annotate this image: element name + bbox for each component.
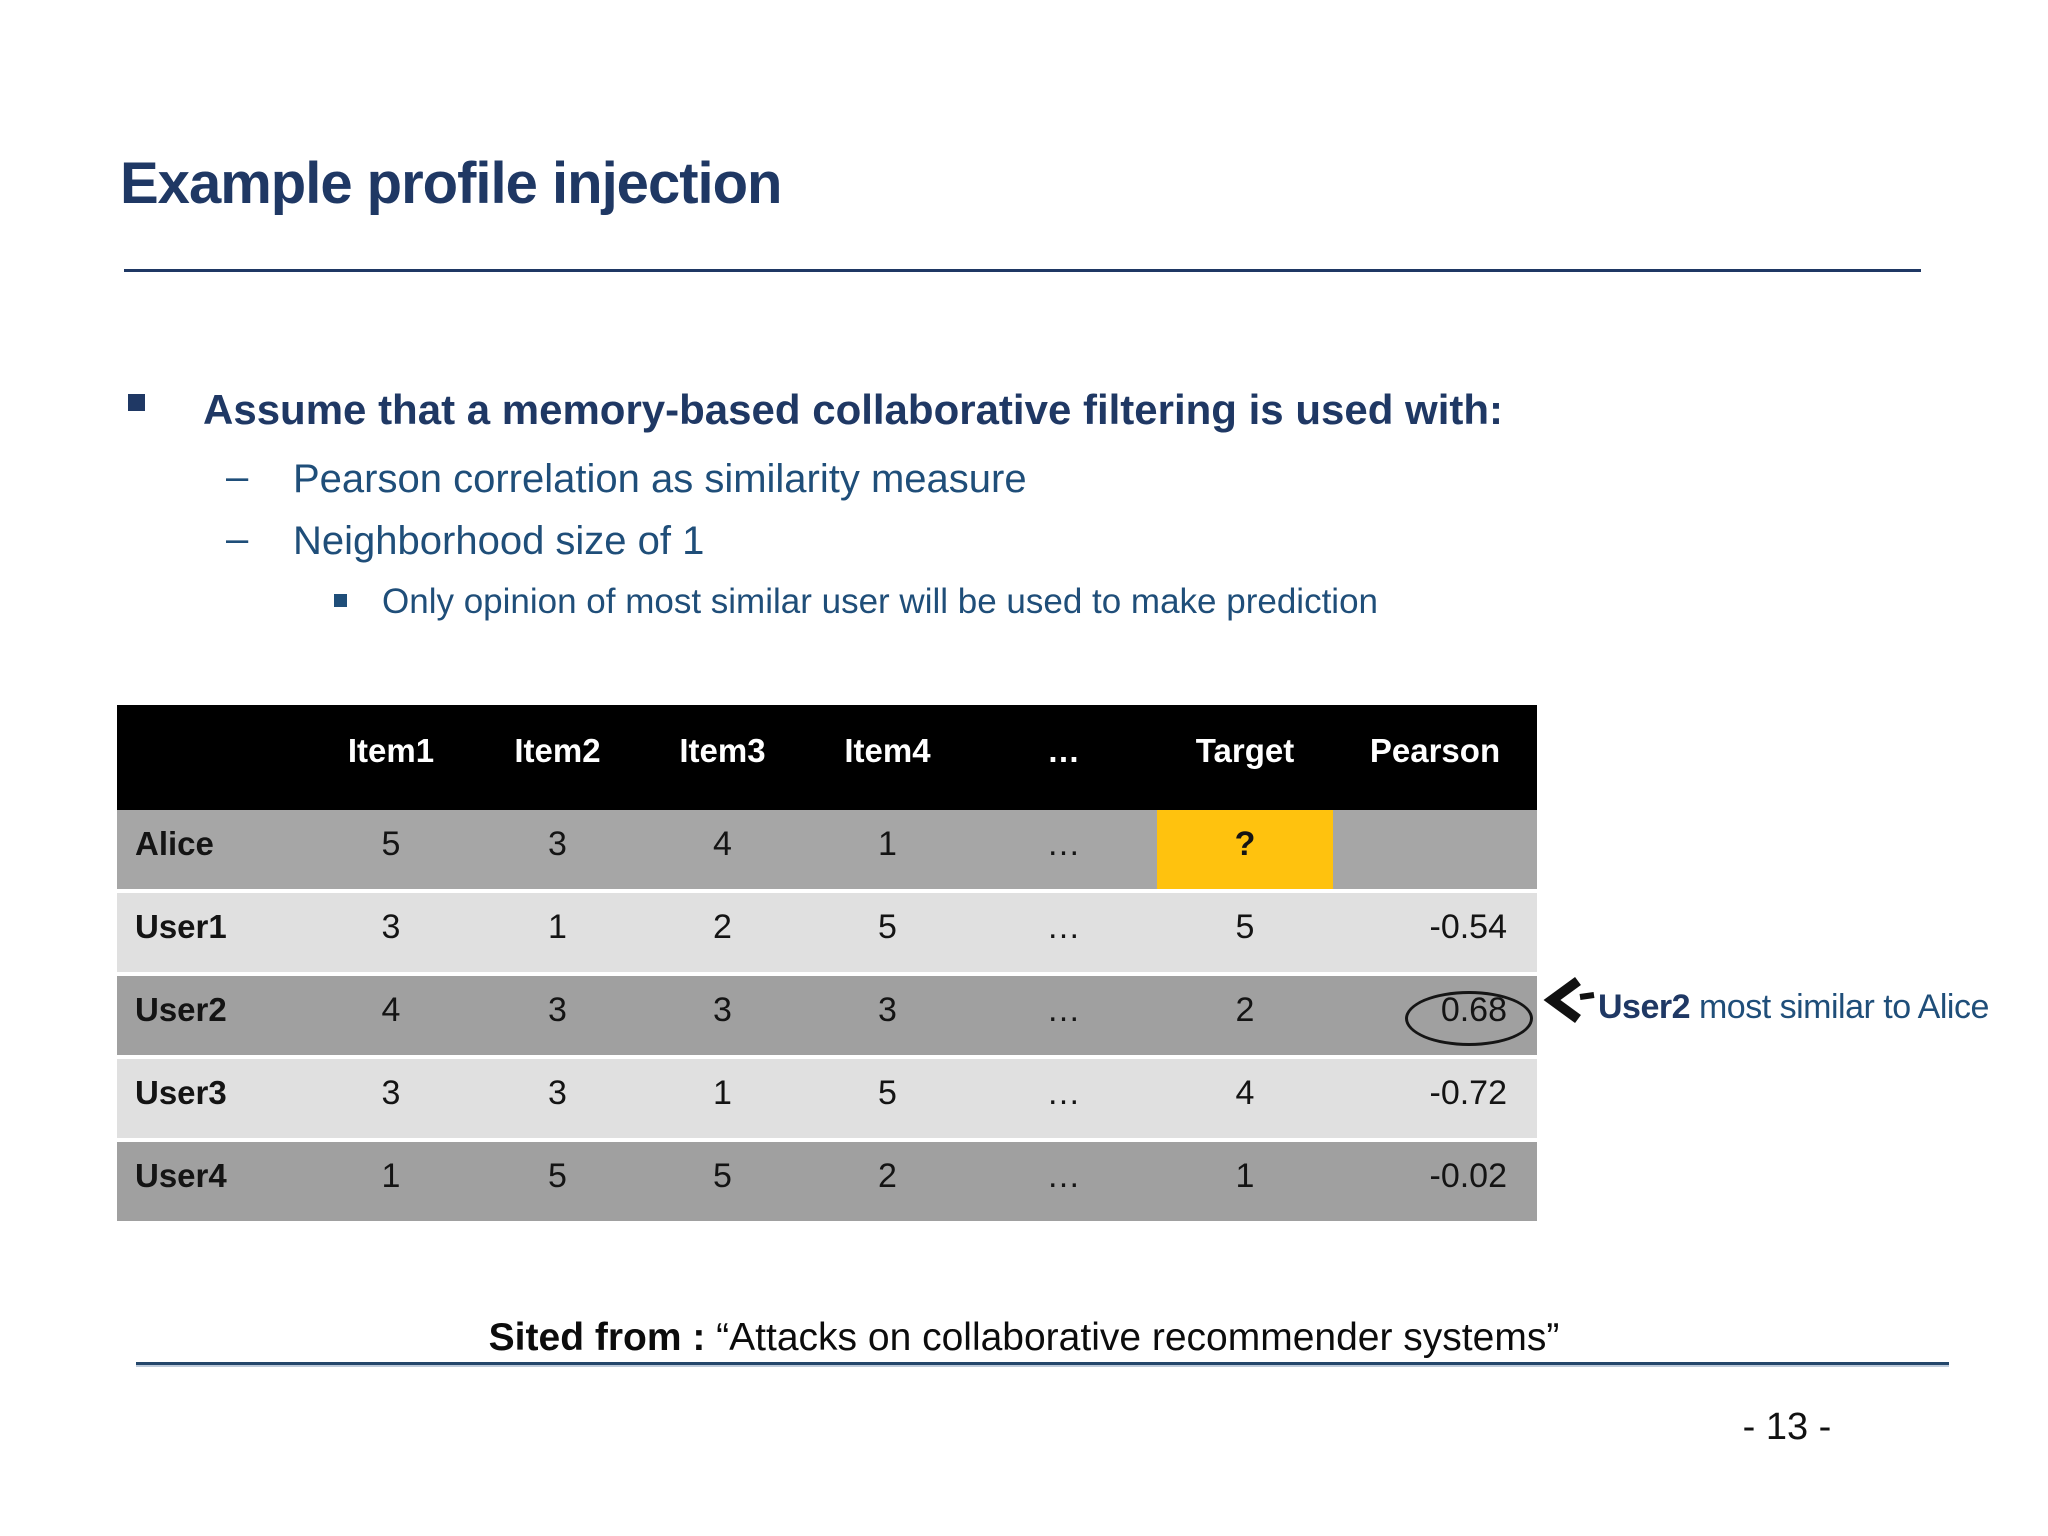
cell-value: 4	[713, 825, 732, 863]
bullet-sub-pearson: Pearson correlation as similarity measur…	[293, 457, 1027, 501]
row-label: Alice	[135, 825, 214, 862]
cell-value: 1	[878, 825, 897, 863]
row-label: User4	[135, 1157, 227, 1194]
row-label: User3	[135, 1074, 227, 1111]
citation: Sited from : “Attacks on collaborative r…	[0, 1316, 2048, 1360]
pearson-cell: -0.54	[1429, 908, 1508, 946]
table-row-user1: User1 3 1 2 5 … 5 -0.54	[117, 893, 1537, 972]
dash-bullet-icon: –	[226, 455, 249, 499]
cell-value: 1	[548, 908, 567, 946]
bullet-main: Assume that a memory-based collaborative…	[203, 386, 1503, 433]
cell-value: 3	[548, 825, 567, 863]
cell-value: 3	[548, 1074, 567, 1112]
cell-value: 3	[548, 991, 567, 1029]
dash-bullet-icon: –	[226, 517, 249, 561]
cell-value: 5	[878, 1074, 897, 1112]
bullet-sub-neighborhood: Neighborhood size of 1	[293, 519, 705, 563]
header-cell-empty	[117, 705, 307, 810]
target-cell: 4	[1235, 1074, 1255, 1112]
table-header-row: Item1 Item2 Item3 Item4 … Target Pearson	[117, 705, 1537, 810]
footer-divider	[136, 1362, 1949, 1365]
header-cell-ellipsis: …	[1047, 732, 1080, 769]
cell-value: 3	[381, 1074, 401, 1112]
header-cell-pearson: Pearson	[1369, 732, 1501, 769]
target-cell-highlighted: ?	[1157, 810, 1333, 889]
ellipse-highlight-icon	[1405, 991, 1533, 1046]
citation-text: “Attacks on collaborative recommender sy…	[705, 1316, 1560, 1359]
cell-ellipsis: …	[1046, 1157, 1081, 1195]
citation-prefix: Sited from :	[488, 1316, 706, 1359]
cell-ellipsis: …	[1046, 825, 1081, 863]
cell-value: 1	[381, 1157, 401, 1195]
table-row-alice: Alice 5 3 4 1 … ?	[117, 810, 1537, 889]
header-cell-item1: Item1	[347, 732, 435, 769]
annotation-rest: most similar to Alice	[1690, 988, 1989, 1026]
table-row-user4: User4 1 5 5 2 … 1 -0.02	[117, 1142, 1537, 1221]
header-cell-item3: Item3	[679, 732, 766, 769]
cell-value: 5	[381, 825, 401, 863]
annotation-most-similar: User2 most similar to Alice	[1598, 988, 1989, 1027]
pearson-cell: -0.72	[1429, 1074, 1508, 1112]
page-title: Example profile injection	[120, 151, 782, 216]
cell-value: 5	[548, 1157, 567, 1195]
table-row-user2: User2 4 3 3 3 … 2 0.68	[117, 976, 1537, 1055]
cell-ellipsis: …	[1046, 991, 1081, 1029]
cell-value: 5	[713, 1157, 732, 1195]
bullet-square-icon	[128, 394, 145, 411]
target-cell: 5	[1235, 908, 1255, 946]
cell-value: 2	[713, 908, 732, 946]
cell-ellipsis: …	[1046, 908, 1081, 946]
pearson-cell	[1333, 810, 1537, 889]
table-row-user3: User3 3 3 1 5 … 4 -0.72	[117, 1059, 1537, 1138]
page-number: - 13 -	[1742, 1406, 1832, 1448]
target-cell: 1	[1235, 1157, 1255, 1195]
cell-value: 3	[878, 991, 897, 1029]
target-cell: 2	[1235, 991, 1255, 1029]
cell-value: 1	[713, 1074, 732, 1112]
header-cell-item2: Item2	[514, 732, 601, 769]
cell-ellipsis: …	[1046, 1074, 1081, 1112]
left-arrow-icon	[1543, 976, 1595, 1024]
header-cell-target: Target	[1195, 732, 1295, 769]
cell-value: 5	[878, 908, 897, 946]
title-divider	[124, 269, 1921, 272]
cell-value: 3	[713, 991, 732, 1029]
row-label: User1	[135, 908, 227, 945]
cell-value: 2	[878, 1157, 897, 1195]
cell-value: 4	[381, 991, 401, 1029]
pearson-cell-circled: 0.68	[1333, 976, 1537, 1055]
bullet-subsub-opinion: Only opinion of most similar user will b…	[382, 582, 1378, 621]
row-label: User2	[135, 991, 227, 1028]
pearson-cell: -0.02	[1429, 1157, 1508, 1195]
cell-value: 3	[381, 908, 401, 946]
bullet-square-small-icon	[334, 594, 347, 607]
header-cell-item4: Item4	[844, 732, 931, 769]
annotation-user: User2	[1598, 988, 1691, 1026]
ratings-table: Item1 Item2 Item3 Item4 … Target Pearson…	[117, 705, 1537, 1221]
